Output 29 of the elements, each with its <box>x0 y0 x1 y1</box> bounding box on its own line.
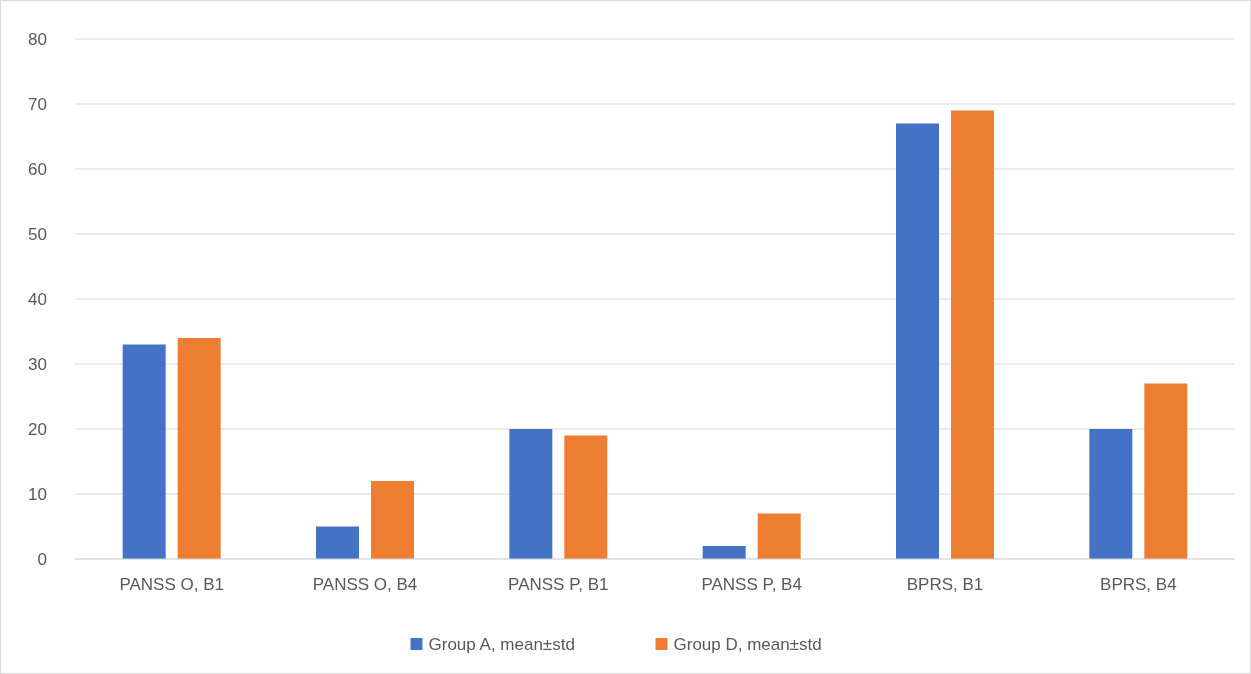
y-tick-label: 60 <box>28 159 47 179</box>
y-tick-label: 70 <box>28 94 47 114</box>
x-tick-label: PANSS O, B1 <box>119 575 224 594</box>
bar <box>757 513 801 559</box>
y-tick-label: 10 <box>28 484 47 504</box>
legend-label: Group A, mean±std <box>428 634 575 654</box>
bar <box>1089 429 1133 559</box>
bar <box>371 481 414 559</box>
y-tick-label: 0 <box>37 549 47 569</box>
bar <box>951 110 994 559</box>
y-tick-label: 20 <box>28 419 47 439</box>
y-tick-label: 40 <box>28 289 47 309</box>
x-tick-label: BPRS, B4 <box>1100 575 1177 594</box>
bar <box>1144 383 1188 559</box>
y-tick-label: 80 <box>28 29 47 49</box>
x-tick-label: PANSS O, B4 <box>312 575 418 594</box>
bar <box>702 546 746 559</box>
y-tick-label: 50 <box>28 224 47 244</box>
bar <box>122 344 166 559</box>
x-tick-label: PANSS P, B1 <box>508 575 609 594</box>
bar <box>564 435 608 559</box>
x-tick-label: BPRS, B1 <box>906 575 984 594</box>
y-tick-label: 30 <box>28 354 47 374</box>
bar <box>177 338 221 559</box>
bar <box>316 526 359 559</box>
legend-label: Group D, mean±std <box>673 634 822 654</box>
x-tick-label: PANSS P, B4 <box>701 575 802 594</box>
bar <box>896 123 939 559</box>
bar <box>509 429 553 559</box>
